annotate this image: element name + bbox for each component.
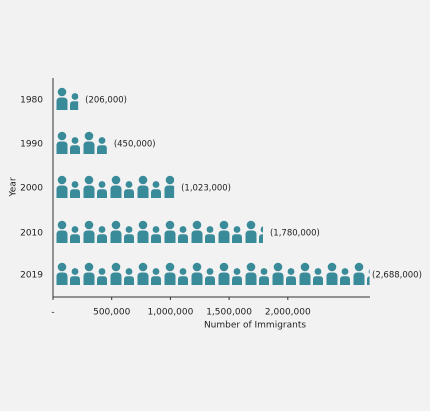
x-tick-label: 2,000,000 (265, 308, 311, 318)
y-tick-label: 1980 (20, 96, 43, 106)
x-tick-label: 1,000,000 (148, 308, 194, 318)
x-tick-label: - (51, 308, 54, 318)
bar (54, 87, 79, 111)
value-label: (206,000) (85, 96, 127, 106)
x-tick-label: 1,500,000 (206, 308, 252, 318)
x-tick-label: 500,000 (93, 308, 130, 318)
value-label: (1,780,000) (270, 229, 320, 239)
value-label: (1,023,000) (181, 184, 231, 194)
y-tick-label: 2019 (20, 271, 43, 281)
y-tick-label: 1990 (20, 140, 43, 150)
bar (54, 220, 263, 244)
y-tick-label: 2010 (20, 229, 43, 239)
x-axis-label: Number of Immigrants (204, 321, 306, 331)
bar (54, 131, 107, 155)
bar (54, 262, 370, 286)
y-tick-label: 2000 (20, 184, 43, 194)
value-label: (450,000) (114, 140, 156, 150)
y-axis-label: Year (9, 177, 19, 197)
value-label: (2,688,000) (372, 271, 422, 281)
bar (54, 175, 175, 199)
